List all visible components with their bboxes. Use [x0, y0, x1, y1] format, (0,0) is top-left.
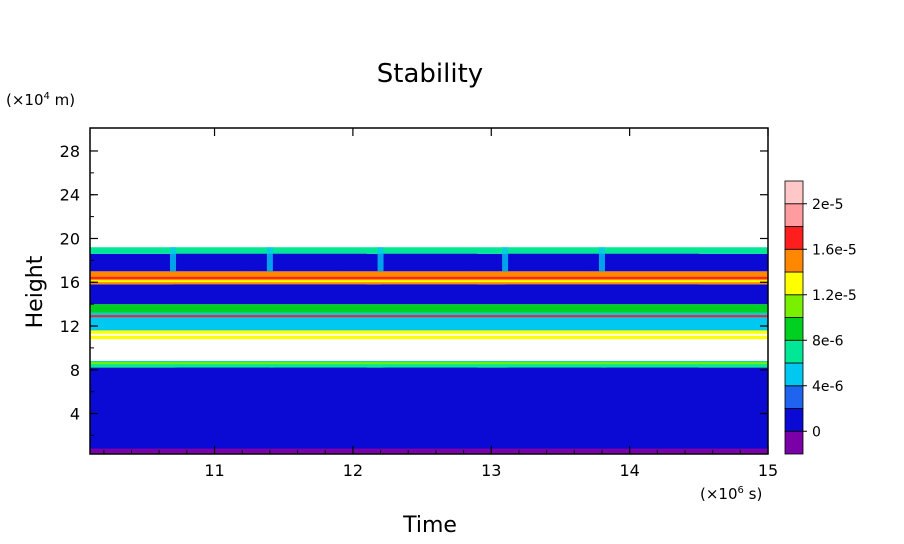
- pulse-low-2: [380, 367, 478, 375]
- colorbar-swatch: [784, 362, 804, 387]
- x-axis-title: Time: [402, 513, 457, 538]
- band-accent-1: [90, 280, 768, 283]
- colorbar-label: 1.2e-5: [812, 288, 857, 304]
- colorbar-swatch: [784, 294, 804, 318]
- band-accent-0: [90, 276, 768, 279]
- colorbar-swatch: [784, 203, 804, 227]
- band-accent-5: [90, 248, 768, 251]
- pulse-low-1: [269, 367, 367, 375]
- pulse-edge-0: [170, 247, 177, 272]
- y-tick-label: 20: [60, 229, 80, 248]
- colorbar-label: 0: [812, 424, 821, 440]
- y-tick-label: 24: [60, 186, 80, 205]
- pulse-mid-4: [601, 284, 699, 300]
- band-layer-13: [90, 304, 768, 313]
- x-tick-label: 15: [758, 461, 778, 480]
- y-unit-prefix: (×10: [6, 91, 44, 109]
- chart-title: Stability: [377, 59, 483, 89]
- x-unit-exponent: 6: [738, 485, 744, 496]
- colorbar-swatch: [784, 430, 804, 455]
- pulse-upper-2: [380, 253, 478, 269]
- x-tick-label: 12: [343, 461, 363, 480]
- y-unit-exponent: 4: [44, 91, 50, 102]
- band-layer-8: [90, 361, 768, 368]
- pulse-mid-0: [173, 284, 270, 300]
- x-tick-label: 11: [204, 461, 224, 480]
- y-unit-label: (×104 m): [6, 91, 75, 109]
- band-accent-4: [90, 362, 768, 365]
- x-tick-label: 13: [481, 461, 501, 480]
- pulse-upper-1: [269, 253, 367, 269]
- colorbar-swatch: [784, 180, 804, 205]
- y-tick-label: 12: [60, 317, 80, 336]
- pulse-low-3: [505, 367, 602, 375]
- colorbar-swatch: [784, 317, 804, 341]
- pulse-mid-1: [269, 284, 367, 300]
- y-tick-label: 8: [70, 361, 80, 380]
- x-tick-label: 14: [619, 461, 639, 480]
- y-tick-label: 28: [60, 142, 80, 161]
- colorbar-label: 1.6e-5: [812, 242, 857, 258]
- colorbar-swatch: [784, 408, 804, 432]
- colorbar-swatch: [784, 271, 804, 296]
- pulse-edge-4: [598, 247, 605, 272]
- pulse-low-4: [601, 367, 699, 375]
- pulse-mid-3: [505, 284, 602, 300]
- band-layer-19: [90, 247, 768, 254]
- pulse-mid-2: [380, 284, 478, 300]
- x-unit-label: (×106 s): [700, 485, 762, 503]
- y-axis-title: Height: [23, 255, 48, 328]
- colorbar-swatch: [784, 248, 804, 273]
- colorbar-swatch: [784, 226, 804, 250]
- pulse-edge-2: [377, 247, 384, 272]
- pulse-edge-3: [502, 247, 509, 272]
- axes: 11 12 13 14 15 4 8 12 16 20 24 28: [60, 127, 778, 480]
- band-accent-2: [90, 315, 768, 318]
- pulse-upper-0: [173, 253, 270, 269]
- x-unit-suffix: s): [744, 485, 762, 503]
- y-tick-label: 4: [70, 405, 80, 424]
- pulse-low-0: [173, 367, 270, 375]
- x-unit-prefix: (×10: [700, 485, 738, 503]
- colorbar-label: 8e-6: [812, 333, 844, 349]
- colorbar: 0 4e-6 8e-6 1.2e-5 1.6e-5 2e-5: [784, 180, 857, 455]
- y-unit-suffix: m): [50, 91, 75, 109]
- band-lower-troposphere: [90, 367, 768, 449]
- pulse-edge-1: [266, 247, 273, 272]
- band-accent-3: [90, 333, 768, 336]
- plot-frame: [89, 127, 769, 455]
- band-layer-12: [90, 312, 768, 331]
- plot-area: [90, 128, 768, 454]
- y-tick-label: 16: [60, 273, 80, 292]
- pulse-upper-3: [505, 253, 602, 269]
- colorbar-swatch: [784, 339, 804, 364]
- colorbar-swatch: [784, 385, 804, 409]
- pulse-upper-4: [601, 253, 699, 269]
- colorbar-label: 2e-5: [812, 197, 843, 213]
- colorbar-label: 4e-6: [812, 379, 844, 395]
